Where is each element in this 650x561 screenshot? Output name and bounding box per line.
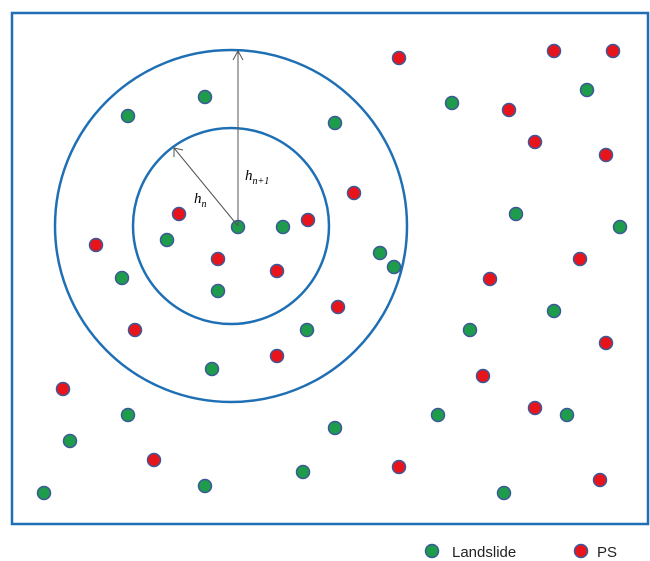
ps-point xyxy=(527,400,543,416)
inner-buffer-circle xyxy=(131,126,331,326)
ps-point xyxy=(598,335,614,351)
ps-point xyxy=(572,251,588,267)
ps-point xyxy=(330,299,346,315)
ps-point xyxy=(346,185,362,201)
landslide-point xyxy=(295,464,311,480)
landslide-point xyxy=(36,485,52,501)
landslide-point xyxy=(508,206,524,222)
ps-point xyxy=(269,348,285,364)
legend: Landslide PS xyxy=(424,543,617,561)
legend-ps-label: PS xyxy=(597,544,617,561)
points-layer xyxy=(36,43,628,501)
landslide-point xyxy=(559,407,575,423)
landslide-point xyxy=(210,283,226,299)
landslide-point xyxy=(327,115,343,131)
landslide-point xyxy=(546,303,562,319)
ps-point xyxy=(300,212,316,228)
landslide-point xyxy=(120,108,136,124)
landslide-point xyxy=(372,245,388,261)
legend-ps-marker xyxy=(573,543,589,559)
landslide-point xyxy=(612,219,628,235)
landslide-point xyxy=(120,407,136,423)
ps-point xyxy=(210,251,226,267)
landslide-point xyxy=(327,420,343,436)
legend-landslide-label: Landslide xyxy=(452,544,516,561)
ps-point xyxy=(127,322,143,338)
landslide-point xyxy=(299,322,315,338)
ps-point xyxy=(527,134,543,150)
landslide-point xyxy=(496,485,512,501)
study-area-frame xyxy=(10,11,650,526)
landslide-point xyxy=(444,95,460,111)
inner-radius-label: hn xyxy=(194,191,207,210)
ps-point xyxy=(482,271,498,287)
ps-point xyxy=(546,43,562,59)
outer-radius-arrowhead xyxy=(232,49,244,61)
ps-point xyxy=(501,102,517,118)
outer-radius-label: hn+1 xyxy=(245,168,269,187)
landslide-point xyxy=(114,270,130,286)
ps-point xyxy=(146,452,162,468)
ps-point xyxy=(592,472,608,488)
landslide-point xyxy=(159,232,175,248)
landslide-point xyxy=(275,219,291,235)
landslide-point xyxy=(197,89,213,105)
landslide-point xyxy=(204,361,220,377)
ps-point xyxy=(605,43,621,59)
ps-point xyxy=(88,237,104,253)
ps-point xyxy=(391,459,407,475)
inner-radius-arrowhead xyxy=(173,147,184,157)
legend-landslide-marker xyxy=(424,543,440,559)
inner-radius-arrow xyxy=(173,147,239,227)
ps-point xyxy=(171,206,187,222)
ps-point xyxy=(391,50,407,66)
landslide-point xyxy=(462,322,478,338)
landslide-point xyxy=(386,259,402,275)
ps-point xyxy=(475,368,491,384)
ps-point xyxy=(269,263,285,279)
landslide-point xyxy=(579,82,595,98)
landslide-point xyxy=(62,433,78,449)
ps-point xyxy=(55,381,71,397)
outer-buffer-circle xyxy=(53,48,409,404)
landslide-point xyxy=(430,407,446,423)
landslide-point xyxy=(197,478,213,494)
ps-point xyxy=(598,147,614,163)
